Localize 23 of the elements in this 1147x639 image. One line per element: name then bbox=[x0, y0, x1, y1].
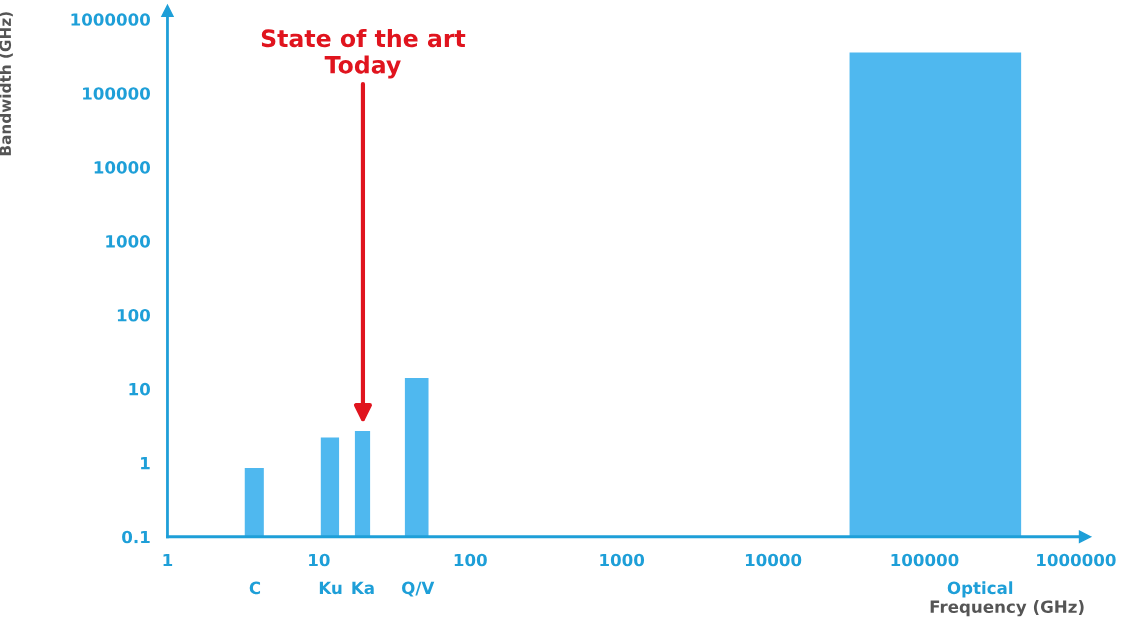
text: Optical bbox=[947, 581, 1013, 598]
x-axis-title: Frequency (GHz) bbox=[930, 600, 1084, 617]
y-tick-label: 100000 bbox=[83, 87, 150, 100]
x-tick-label: 100 bbox=[454, 553, 487, 567]
annotation: State of the art Today bbox=[261, 28, 466, 79]
y-axis-title: Bandwidth (GHz) bbox=[0, 12, 13, 156]
text: Q/V bbox=[402, 581, 435, 597]
y-tick-label: 1 bbox=[141, 457, 150, 470]
x-tick-label: 10 bbox=[309, 553, 330, 567]
y-tick-label: 0.1 bbox=[122, 530, 150, 544]
text: C bbox=[249, 581, 261, 595]
y-tick-label: 10 bbox=[129, 382, 150, 396]
text: Ka bbox=[352, 581, 374, 595]
x-tick-label: 10000 bbox=[745, 553, 802, 567]
x-tick-label: 1 bbox=[163, 553, 173, 567]
x-tick-label: 1000 bbox=[600, 553, 645, 567]
y-tick-label: 1000 bbox=[106, 235, 150, 248]
x-tick-label: 1000000 bbox=[1037, 553, 1116, 567]
y-tick-label: 10000 bbox=[94, 161, 150, 174]
y-tick-label: 100 bbox=[117, 308, 150, 322]
text: Ku bbox=[319, 581, 342, 595]
x-tick-label: 100000 bbox=[891, 553, 959, 567]
y-tick-label: 1000000 bbox=[71, 13, 150, 26]
